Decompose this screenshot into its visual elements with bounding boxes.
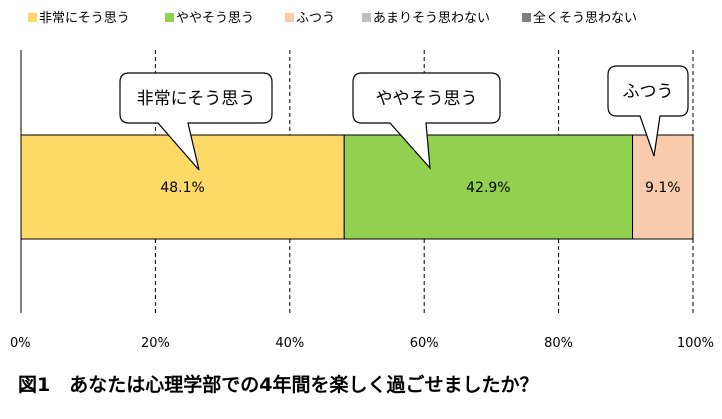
- bar-segment: [632, 134, 694, 240]
- data-label: 9.1%: [645, 180, 681, 196]
- data-label: 48.1%: [160, 180, 204, 196]
- legend-label: 非常にそう思う: [39, 11, 130, 26]
- bars: [20, 134, 694, 240]
- x-tick-label: 100%: [677, 336, 714, 351]
- legend-label: ややそう思う: [176, 11, 254, 26]
- data-labels: 48.1% 42.9% 9.1%: [160, 180, 680, 196]
- x-axis: 0% 20% 40% 60% 80% 100%: [10, 336, 714, 351]
- legend-swatch: [362, 13, 371, 22]
- legend-swatch: [165, 13, 174, 22]
- callout-bubble: [119, 72, 273, 171]
- callout-label: 非常にそう思う: [137, 89, 256, 109]
- data-label: 42.9%: [466, 180, 510, 196]
- x-tick-label: 40%: [275, 336, 304, 351]
- callout-bubble: [352, 72, 501, 170]
- x-tick-label: 0%: [10, 336, 31, 351]
- bar-segment: [20, 134, 345, 240]
- legend-swatch: [28, 13, 37, 22]
- legend-label: ふつう: [296, 11, 335, 26]
- x-tick-label: 20%: [141, 336, 170, 351]
- x-tick-label: 80%: [544, 336, 573, 351]
- bar-segment: [343, 134, 634, 240]
- callout-label: ふつう: [623, 82, 674, 102]
- callout-label: ややそう思う: [376, 89, 478, 109]
- callouts: 非常にそう思う ややそう思う ふつう: [119, 65, 689, 171]
- callout-bubble: [607, 65, 689, 157]
- legend-label: あまりそう思わない: [373, 11, 490, 26]
- x-tick-label: 60%: [410, 336, 439, 351]
- legend-swatch: [522, 13, 531, 22]
- figure-caption: 図1 あなたは心理学部での4年間を楽しく過ごせましたか？: [18, 373, 538, 396]
- legend-swatch: [285, 13, 294, 22]
- legend: 非常にそう思う ややそう思う ふつう あまりそう思わない 全くそう思わない: [28, 10, 637, 26]
- legend-label: 全くそう思わない: [533, 10, 637, 26]
